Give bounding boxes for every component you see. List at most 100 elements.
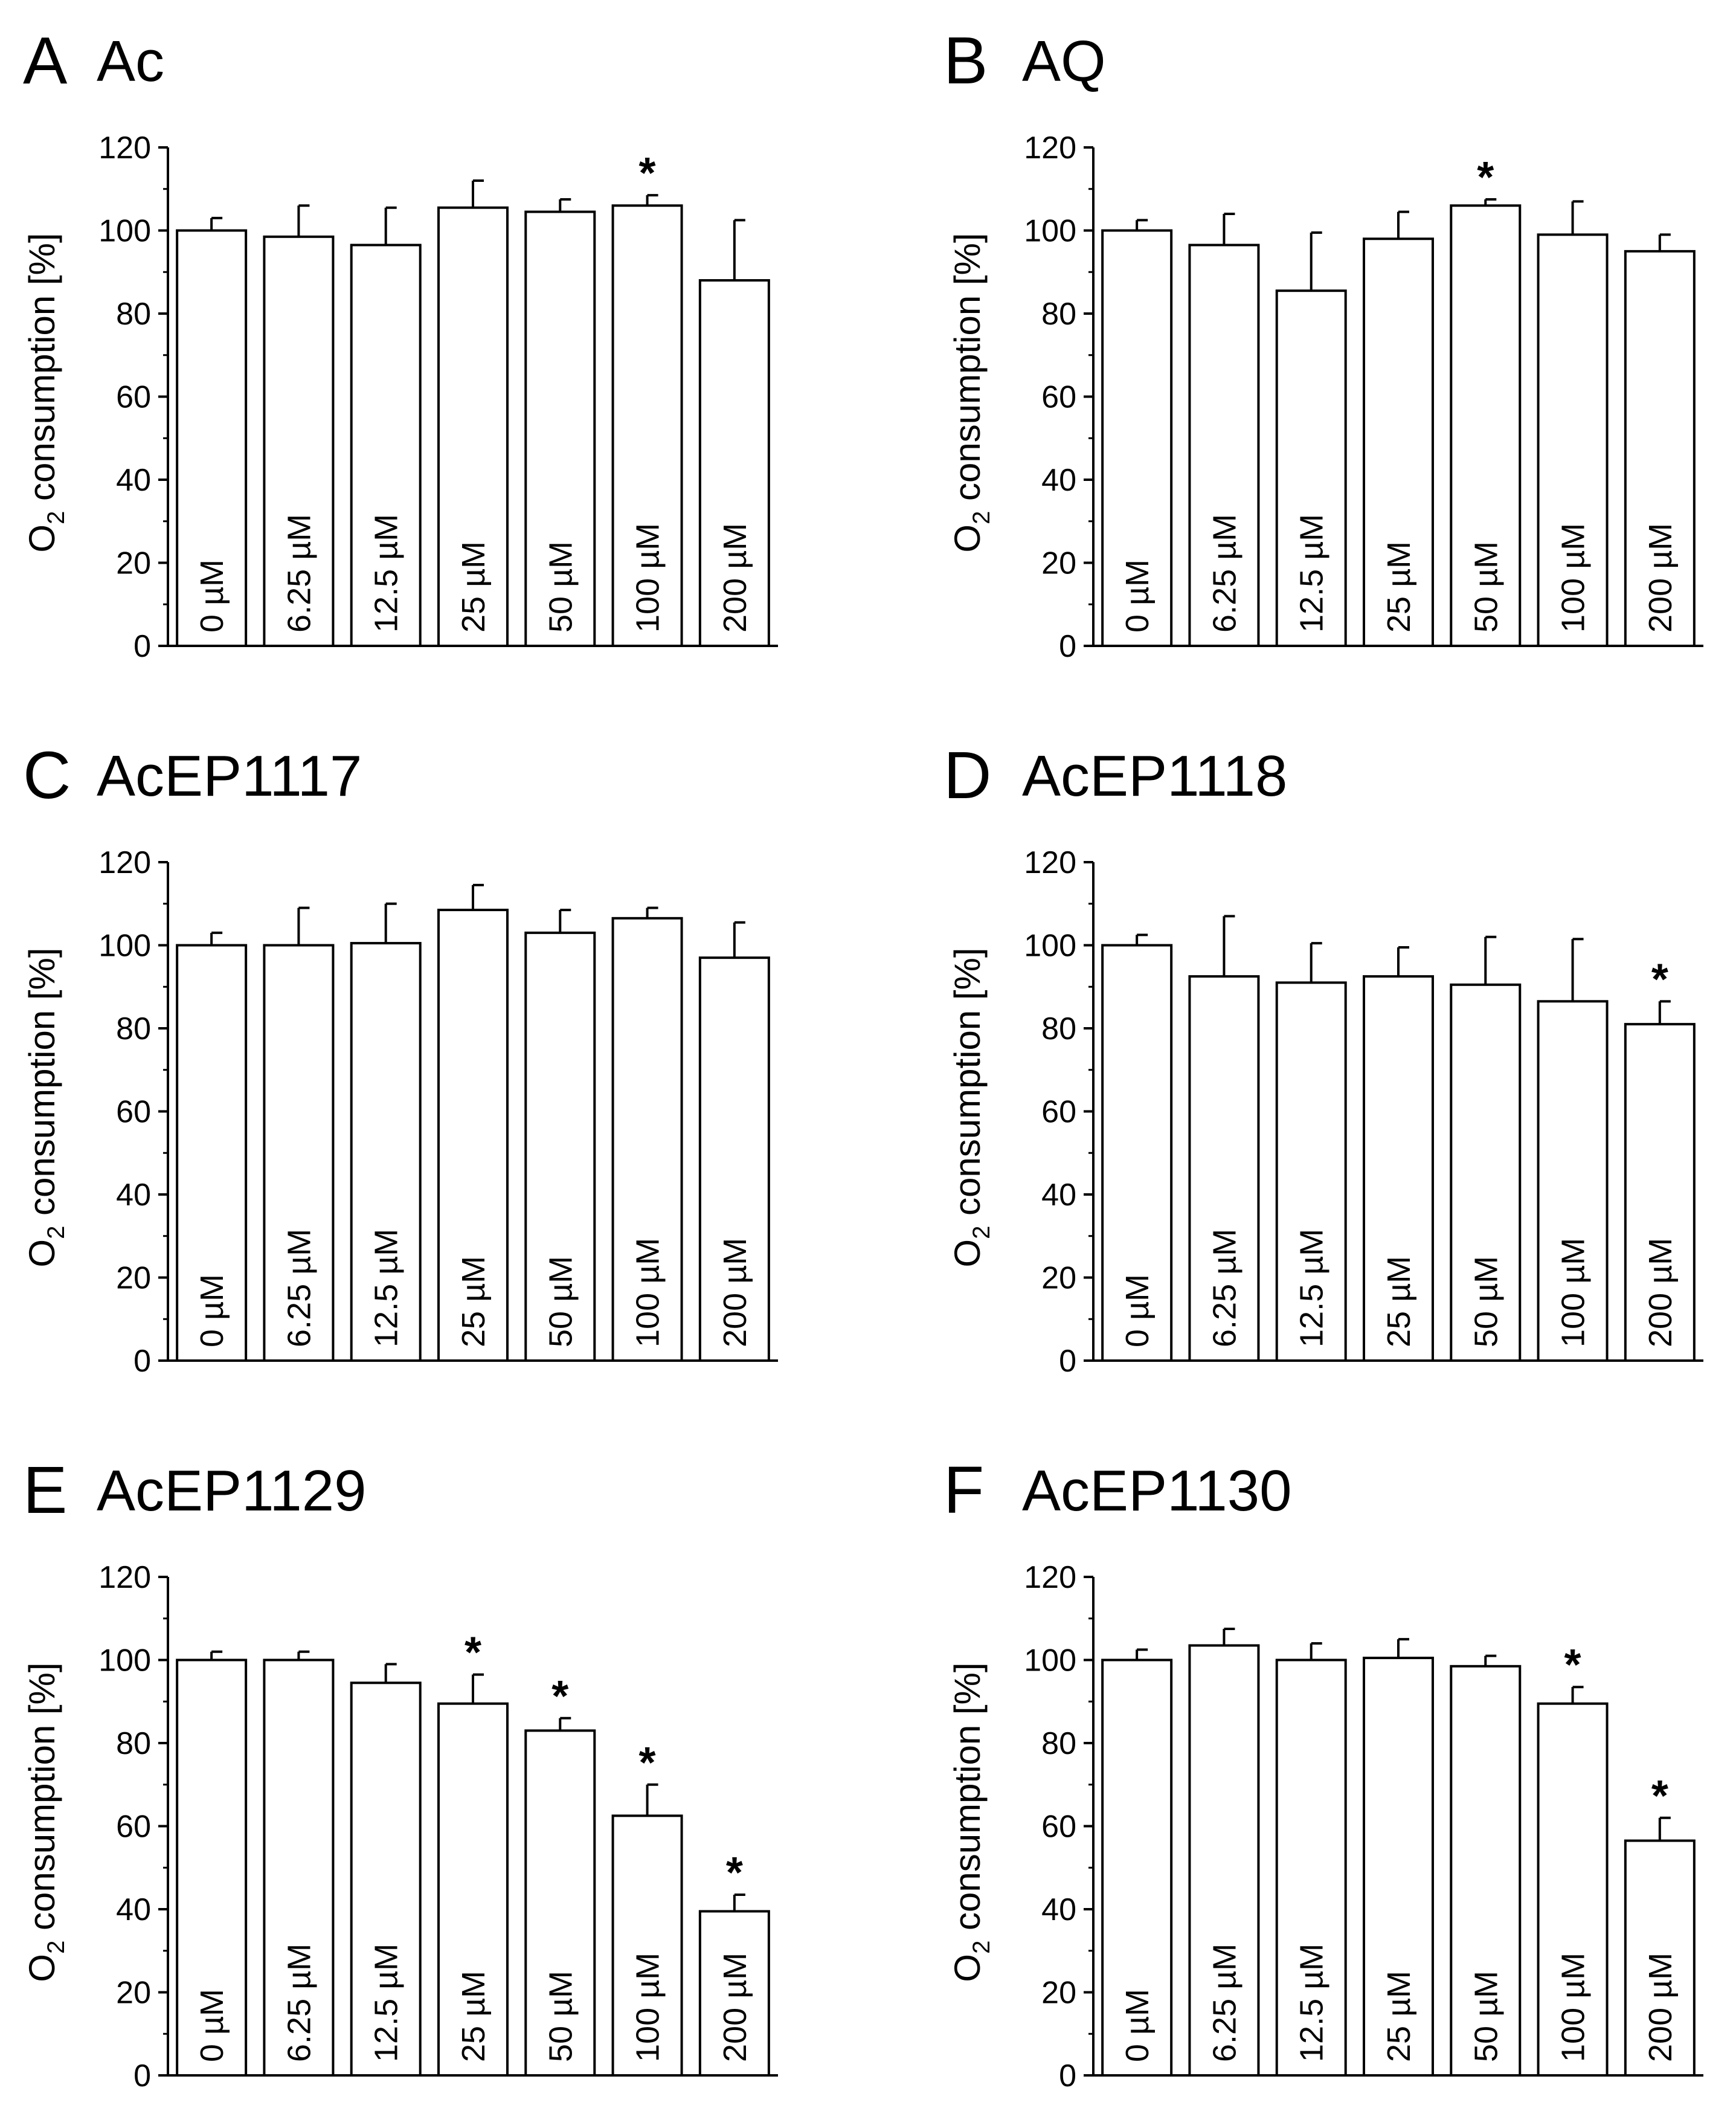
y-tick-label: 60 <box>116 380 151 415</box>
y-tick-label: 20 <box>116 1976 151 2011</box>
y-tick-label: 80 <box>116 297 151 332</box>
y-tick-label: 80 <box>116 1011 151 1046</box>
bar <box>1363 1657 1434 2077</box>
y-tick-label: 40 <box>1041 463 1076 498</box>
bar-category-label: 0 µM <box>1119 1274 1156 1347</box>
plot-area-f: 0 20 40 60 80 100 120 0 µM 6.25 µM 12.5 µM 25 µM 50… <box>1024 1560 1703 2093</box>
y-tick-label: 100 <box>1024 214 1076 249</box>
panel-title-b: AQ <box>1022 29 1106 94</box>
y-tick-label: 120 <box>98 1560 151 1595</box>
y-tick-label: 100 <box>98 214 151 249</box>
y-tick-label: 20 <box>116 546 151 581</box>
significance-star: * <box>1651 1772 1668 1820</box>
bar <box>1624 250 1696 647</box>
y-tick-label: 20 <box>1041 546 1076 581</box>
bar-category-label: 6.25 µM <box>1206 1229 1243 1347</box>
bar-category-label: 100 µM <box>630 1238 666 1347</box>
significance-star: * <box>551 1672 568 1721</box>
panel-c: C AcEP1117 O2 consumption [%] 0 20 40 60 80 1… <box>22 738 778 1379</box>
y-tick-label: 20 <box>116 1261 151 1296</box>
bar-category-label: 200 µM <box>1642 1953 1679 2062</box>
bar-category-label: 0 µM <box>194 1274 230 1347</box>
bar <box>1450 204 1522 647</box>
y-tick-label: 40 <box>116 463 151 498</box>
bar-category-label: 200 µM <box>1642 1238 1679 1347</box>
bar-category-label: 50 µM <box>1468 1971 1504 2062</box>
bar <box>1363 237 1434 647</box>
bar-category-label: 200 µM <box>1642 523 1679 633</box>
bar <box>524 1729 596 2077</box>
y-tick-label: 0 <box>133 1344 151 1379</box>
bar <box>1624 1839 1696 2077</box>
y-tick-label: 80 <box>116 1726 151 1761</box>
panel-title-f: AcEP1130 <box>1022 1459 1292 1523</box>
bar <box>350 942 422 1362</box>
y-tick-label: 60 <box>1041 1095 1076 1130</box>
bar-category-label: 0 µM <box>194 1989 230 2062</box>
bar-category-label: 25 µM <box>1381 1971 1417 2062</box>
bar <box>698 1910 770 2077</box>
plot-area-e: 0 20 40 60 80 100 120 0 µM 6.25 µM 12.5 µM 25 µM * 5… <box>98 1560 778 2093</box>
y-tick-label: 60 <box>1041 1810 1076 1845</box>
bar <box>350 1681 422 2077</box>
y-tick-label: 40 <box>1041 1178 1076 1213</box>
bar-category-label: 100 µM <box>1555 523 1592 633</box>
bar-category-label: 50 µM <box>1468 1256 1504 1347</box>
y-tick-label: 80 <box>1041 297 1076 332</box>
bar <box>611 1814 683 2077</box>
bar <box>263 235 335 647</box>
plot-area-b: 0 20 40 60 80 100 120 0 µM 6.25 µM 12.5 µM 25 µM 50… <box>1024 131 1703 664</box>
y-tick-label: 40 <box>116 1892 151 1927</box>
panel-e: E AcEP1129 O2 consumption [%] 0 20 40 60 80 1… <box>22 1453 778 2093</box>
bar-category-label: 6.25 µM <box>281 1229 317 1347</box>
bar-category-label: 25 µM <box>455 541 492 633</box>
bar-category-label: 12.5 µM <box>1294 514 1330 633</box>
panel-letter-d: D <box>944 738 991 813</box>
panel-letter-b: B <box>944 24 988 98</box>
bar-category-label: 200 µM <box>717 523 753 633</box>
bar-category-label: 0 µM <box>1119 1989 1156 2062</box>
y-axis-title-e: O2 consumption [%] <box>22 1662 69 1982</box>
panel-letter-c: C <box>23 738 71 813</box>
y-tick-label: 60 <box>116 1810 151 1845</box>
panel-d: D AcEP1118 O2 consumption [%] 0 20 40 60 80 1… <box>944 738 1703 1379</box>
bar-category-label: 0 µM <box>194 559 230 633</box>
plot-area-c: 0 20 40 60 80 100 120 0 µM 6.25 µM 12.5 µM 25 µM 50… <box>98 845 778 1379</box>
y-tick-label: 0 <box>1059 1344 1076 1379</box>
bar <box>1101 229 1173 647</box>
bar-category-label: 50 µM <box>542 541 579 633</box>
significance-star: * <box>639 1739 656 1787</box>
bar-category-label: 12.5 µM <box>368 514 405 633</box>
panel-letter-a: A <box>23 24 68 98</box>
y-tick-label: 120 <box>1024 845 1076 880</box>
y-axis-title-d: O2 consumption [%] <box>947 947 995 1267</box>
y-tick-label: 80 <box>1041 1011 1076 1046</box>
panel-title-e: AcEP1129 <box>97 1459 367 1523</box>
y-tick-label: 100 <box>1024 1643 1076 1678</box>
panel-title-d: AcEP1118 <box>1022 744 1287 808</box>
significance-star: * <box>465 1629 481 1677</box>
y-tick-label: 80 <box>1041 1726 1076 1761</box>
bar <box>1537 1702 1609 2077</box>
bar-category-label: 6.25 µM <box>1206 514 1243 633</box>
bar-category-label: 6.25 µM <box>281 514 317 633</box>
bar <box>1188 1644 1260 2077</box>
bar-category-label: 100 µM <box>1555 1238 1592 1347</box>
bar <box>524 210 596 647</box>
significance-star: * <box>1477 153 1494 202</box>
bar-category-label: 12.5 µM <box>1294 1944 1330 2062</box>
bar <box>698 279 770 647</box>
bar-category-label: 0 µM <box>1119 559 1156 633</box>
bar <box>350 243 422 647</box>
y-tick-label: 100 <box>98 1643 151 1678</box>
y-axis-title-a: O2 consumption [%] <box>22 233 69 552</box>
bar <box>1450 1665 1522 2077</box>
y-tick-label: 20 <box>1041 1261 1076 1296</box>
bar <box>263 1658 335 2077</box>
panel-b: B AQ O2 consumption [%] 0204060801001200… <box>944 24 1703 664</box>
y-axis-title-c: O2 consumption [%] <box>22 947 69 1267</box>
y-tick-label: 100 <box>98 929 151 964</box>
bar <box>1275 1658 1347 2077</box>
bar <box>1188 243 1260 647</box>
